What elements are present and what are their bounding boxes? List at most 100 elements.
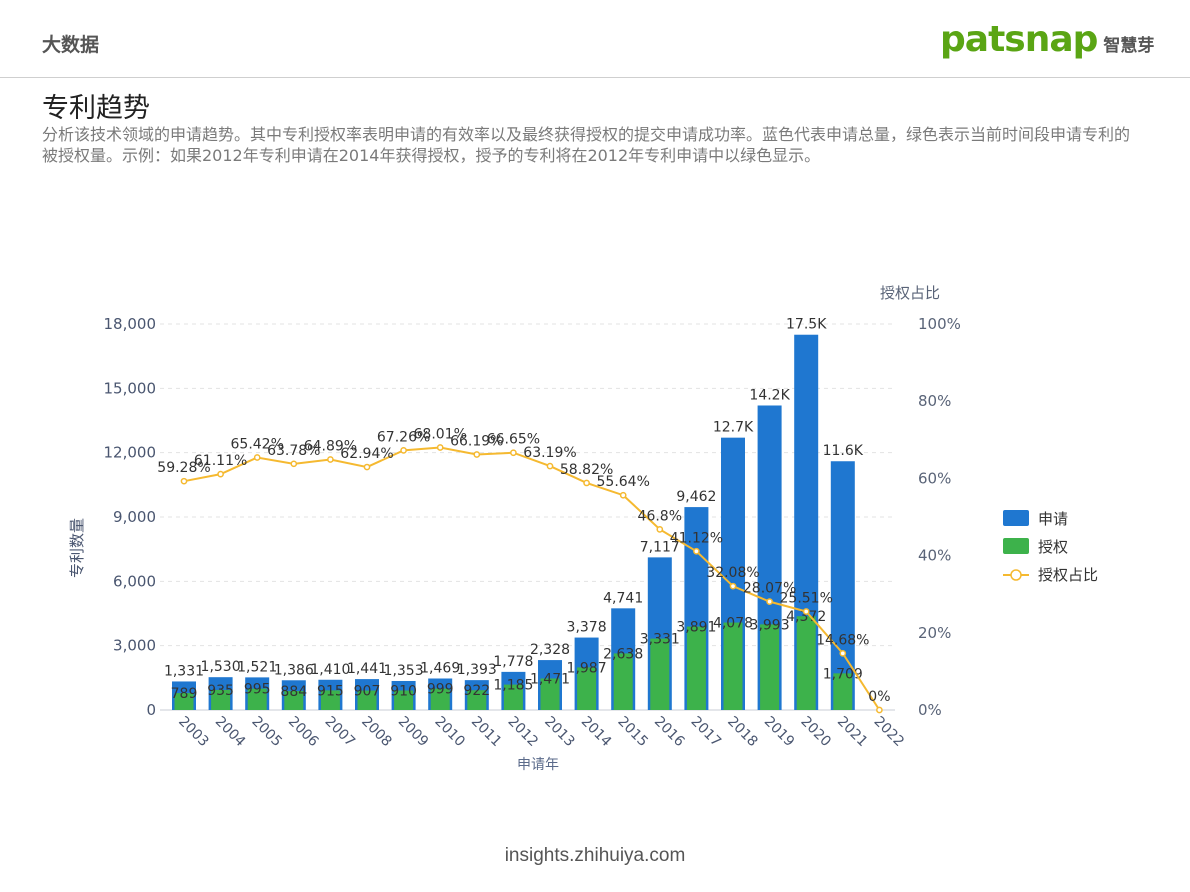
y-tick-label: 15,000 [104,379,157,397]
rate-value-label: 59.28% [157,460,210,476]
x-tick-label: 2016 [651,714,688,751]
y-tick-label: 6,000 [113,572,156,590]
x-axis: 2003 2004 2005 2006 2007 2008 2009 2010 2011 2012… [175,714,907,751]
rate-value-label: 65.42% [231,436,284,452]
x-tick-label: 2004 [212,714,249,751]
application-bar [830,461,855,710]
rate-value-label: 66.65% [487,432,540,448]
header-divider [0,77,1190,78]
y2-tick-label: 60% [918,469,951,487]
x-tick-label: 2013 [541,714,578,751]
x-axis-title: 申请年 [517,757,559,773]
rate-point [290,460,298,468]
application-value-label: 1,441 [347,661,387,677]
y2-tick-label: 40% [918,547,951,565]
application-value-label: 11.6K [823,443,864,459]
grid-lines [160,323,895,711]
rate-point [473,451,481,458]
legend-label-grants: 授权 [1038,538,1068,556]
rate-point [876,706,883,714]
grant-bar [430,688,450,710]
rate-point [839,649,847,657]
grant-value-label: 910 [390,683,417,699]
section-title: 大数据 [42,34,100,56]
grant-value-label: 995 [244,682,271,698]
x-tick-label: 2017 [688,714,725,751]
grant-bar [686,626,706,710]
rate-point [510,449,517,457]
x-tick-label: 2010 [431,714,468,751]
rate-point [217,470,224,478]
grant-value-label: 2,638 [603,646,643,662]
grant-bar [284,691,304,710]
grant-value-label: 915 [317,683,344,699]
grant-value-label: 3,891 [676,620,716,636]
x-tick-label: 2014 [578,714,615,751]
application-value-label: 1,353 [384,663,424,679]
rate-value-label: 67.26% [377,429,430,445]
x-tick-label: 2021 [834,714,871,751]
application-value-label: 14.2K [749,387,790,403]
rate-value-label: 32.08% [706,565,759,581]
grant-bar [357,690,377,710]
rate-value-label: 28.07% [743,581,796,597]
grant-bar [796,616,816,710]
footer-url: insights.zhihuiya.com [504,845,686,866]
grant-bar [503,684,523,710]
rate-point [327,456,334,463]
grant-value-label: 1,185 [493,678,533,694]
grant-value-label: 3,993 [750,617,790,633]
x-tick-label: 2022 [871,714,908,751]
grant-bar [650,638,670,710]
grant-value-label: 4,078 [713,616,753,632]
application-value-label: 9,462 [676,489,716,505]
page-title: 专利趋势 [42,93,150,124]
x-tick-label: 2011 [468,714,505,751]
rate-value-label: 55.64% [597,474,650,490]
grant-bar [467,690,487,710]
grant-value-label: 935 [207,683,234,699]
x-tick-label: 2019 [761,714,798,751]
grant-value-label: 907 [354,684,381,700]
grant-value-label: 4,372 [786,609,826,625]
x-tick-label: 2007 [322,714,359,751]
application-value-label: 1,778 [493,654,533,670]
rate-value-label: 58.82% [560,462,613,478]
grant-value-label: 3,331 [640,632,680,648]
application-value-label: 3,378 [567,620,607,636]
application-value-label: 1,469 [420,660,460,676]
grant-bar [833,673,853,710]
grant-bar [613,653,633,710]
rate-point [619,491,627,499]
legend-swatch-rate-marker [1010,569,1022,581]
y2-tick-label: 100% [918,315,961,333]
application-value-label: 1,410 [310,662,350,678]
application-value-label: 1,393 [457,662,497,678]
y2-tick-label: 20% [918,624,951,642]
rate-line: 59.28%61.11%65.42%63.78%64.89%62.94%67.2… [157,426,891,714]
rate-point [400,447,407,454]
rate-value-label: 63.19% [523,445,576,461]
y-tick-label: 18,000 [104,315,157,333]
rate-point [656,526,664,533]
rate-value-label: 62.94% [340,446,393,462]
rate-value-label: 46.8% [638,508,682,524]
grant-bar [577,667,597,710]
x-tick-label: 2006 [285,714,322,751]
grant-bar [540,678,560,710]
x-tick-label: 2015 [614,714,651,751]
y-tick-label: 3,000 [113,637,156,655]
rate-value-label: 41.12% [670,530,723,546]
x-tick-label: 2008 [358,714,395,751]
y-tick-label: 0 [146,701,156,719]
y-axis-title: 专利数量 [68,518,86,578]
patsnap-logo: patsnap 智慧芽 [940,20,1154,60]
grant-value-label: 789 [171,686,198,702]
x-tick-label: 2020 [797,714,834,751]
application-value-label: 4,741 [603,590,643,606]
x-tick-label: 2003 [175,714,212,751]
x-tick-label: 2018 [724,714,761,751]
